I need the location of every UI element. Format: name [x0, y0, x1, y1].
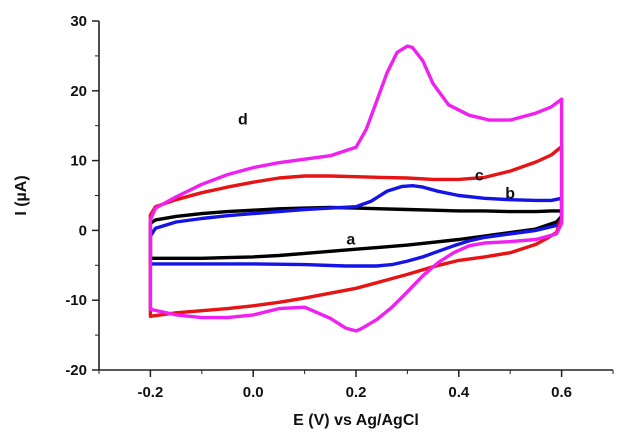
x-axis-title: E (V) vs Ag/AgCl	[293, 412, 419, 429]
y-tick-label: -10	[65, 292, 87, 309]
y-tick-label: 30	[70, 13, 87, 30]
curve-c	[148, 144, 564, 318]
x-tick-label: 0.6	[551, 384, 572, 401]
plot-curves	[148, 44, 564, 333]
curve-label-a: a	[346, 231, 355, 248]
curve-label-c: c	[475, 167, 484, 184]
y-axis-title: I (µA)	[13, 175, 30, 215]
y-tick-label: 20	[70, 83, 87, 100]
curve-label-b: b	[505, 185, 515, 202]
x-tick-label: 0.2	[346, 384, 367, 401]
x-tick-label: 0.4	[448, 384, 470, 401]
y-tick-label: 0	[79, 222, 87, 239]
curve-labels: a b c d	[238, 111, 515, 248]
x-tick-label: 0.0	[243, 384, 264, 401]
y-tick-label: 10	[70, 153, 87, 170]
curve-d	[148, 44, 564, 333]
y-ticks: -20 -10 0 10 20 30	[65, 13, 99, 379]
curve-label-d: d	[238, 111, 248, 128]
curve-a	[148, 205, 564, 260]
curve-b	[148, 184, 564, 268]
y-tick-label: -20	[65, 362, 87, 379]
x-ticks: -0.2 0.0 0.2 0.4 0.6	[98, 370, 614, 401]
x-tick-label: -0.2	[137, 384, 163, 401]
